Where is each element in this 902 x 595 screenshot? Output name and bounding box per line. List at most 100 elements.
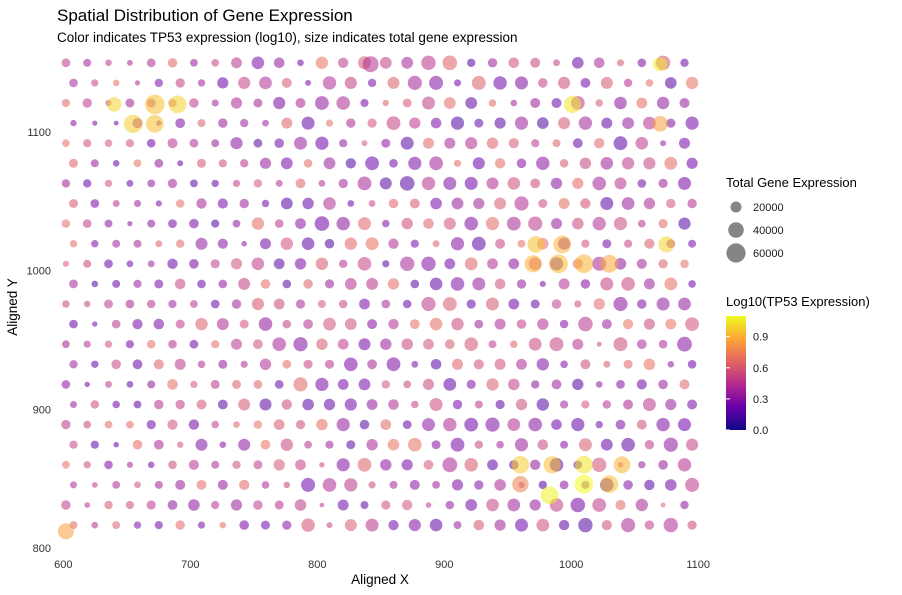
data-point <box>230 97 243 109</box>
data-point <box>301 477 316 492</box>
data-point <box>494 158 506 169</box>
data-point <box>494 318 506 330</box>
data-point <box>635 136 649 150</box>
data-point <box>401 56 414 69</box>
data-point <box>536 156 550 170</box>
data-point <box>253 98 263 108</box>
data-point <box>613 136 628 151</box>
data-point <box>275 179 283 187</box>
data-point <box>579 157 592 169</box>
data-point <box>621 157 635 170</box>
data-point <box>658 259 668 269</box>
data-point <box>580 78 591 88</box>
data-point <box>430 197 442 210</box>
data-point <box>451 317 464 331</box>
data-point <box>444 258 456 270</box>
data-point <box>551 379 562 390</box>
data-point <box>558 198 570 209</box>
data-point <box>259 398 272 411</box>
data-point <box>508 258 520 270</box>
data-point <box>552 139 561 148</box>
data-point <box>188 459 199 470</box>
data-point <box>69 199 78 208</box>
data-point <box>411 400 419 409</box>
data-point <box>494 358 506 370</box>
data-point <box>210 379 220 389</box>
data-point <box>338 57 349 68</box>
data-point <box>487 58 498 68</box>
x-tick-label: 900 <box>435 559 453 571</box>
data-point <box>572 378 584 391</box>
data-point <box>302 398 314 411</box>
data-point <box>430 359 442 370</box>
data-point <box>347 200 355 207</box>
data-point <box>83 139 92 148</box>
data-point <box>666 118 676 128</box>
data-point <box>422 96 435 110</box>
data-point <box>314 216 330 231</box>
data-point <box>90 400 100 409</box>
data-point <box>560 440 569 449</box>
data-point <box>360 98 369 108</box>
data-point <box>323 197 336 210</box>
data-point <box>389 159 398 168</box>
data-point <box>422 378 435 390</box>
data-point <box>251 56 265 70</box>
data-point <box>474 440 483 449</box>
data-point <box>688 239 697 248</box>
data-point <box>407 75 422 90</box>
data-point <box>239 479 250 490</box>
data-point <box>637 179 647 188</box>
data-point <box>442 55 458 71</box>
data-point <box>423 459 434 470</box>
data-point <box>365 156 379 171</box>
data-point <box>105 59 112 67</box>
data-point <box>678 176 691 190</box>
data-point <box>112 279 121 288</box>
data-point <box>538 199 548 208</box>
data-point <box>529 499 541 511</box>
data-point <box>282 520 292 530</box>
data-point <box>232 379 241 389</box>
data-point <box>550 177 563 190</box>
data-point <box>177 160 184 167</box>
data-point <box>381 138 391 148</box>
data-point <box>281 77 292 88</box>
data-point <box>315 56 329 69</box>
data-point <box>687 198 697 209</box>
data-point <box>211 179 219 188</box>
data-point <box>147 260 155 268</box>
data-point <box>127 221 133 227</box>
data-point <box>399 176 415 191</box>
data-point <box>486 378 499 391</box>
data-point <box>508 378 520 391</box>
data-point <box>104 179 113 188</box>
data-point <box>430 117 442 129</box>
data-point <box>515 398 528 411</box>
data-point <box>177 441 184 448</box>
data-point <box>660 502 666 508</box>
data-point <box>346 118 356 128</box>
data-point <box>400 136 414 150</box>
data-point <box>146 420 156 430</box>
data-point <box>282 279 292 289</box>
data-point <box>450 237 465 251</box>
data-point <box>387 76 400 89</box>
data-point <box>643 358 656 371</box>
data-point <box>574 474 594 494</box>
size-legend-label: 60000 <box>753 248 784 260</box>
data-point <box>685 76 699 90</box>
data-point <box>578 517 593 533</box>
data-point <box>593 57 605 69</box>
data-point <box>146 339 156 349</box>
data-point <box>231 338 242 350</box>
data-point <box>553 59 560 67</box>
data-point <box>188 419 200 430</box>
data-point <box>679 98 690 108</box>
data-point <box>663 517 678 533</box>
x-tick-label: 1000 <box>559 559 583 571</box>
data-point <box>514 196 529 211</box>
data-point <box>665 77 677 89</box>
data-point <box>69 440 78 449</box>
